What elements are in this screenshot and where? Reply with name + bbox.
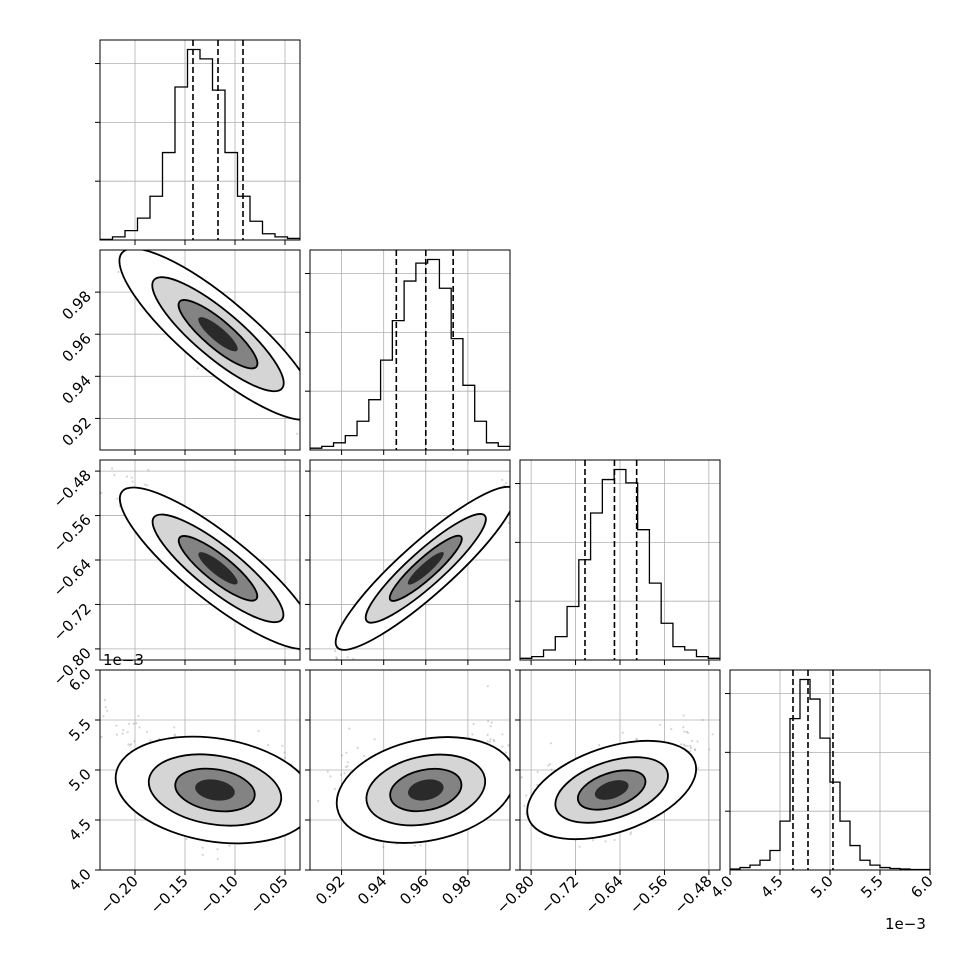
sample-point [302, 650, 304, 652]
sample-point [116, 497, 119, 500]
sample-point [301, 644, 303, 646]
sample-point [127, 743, 130, 746]
sample-point [564, 452, 566, 454]
sample-point [501, 478, 504, 481]
sample-point [521, 475, 523, 477]
sample-point [302, 397, 304, 399]
histogram-2 [520, 468, 720, 660]
sample-point [85, 219, 87, 221]
sample-point [137, 714, 140, 717]
sample-point [131, 480, 134, 483]
sample-point [305, 629, 307, 631]
sample-point [343, 734, 345, 736]
sample-point [297, 662, 299, 664]
sample-point [94, 215, 96, 217]
sample-point [301, 655, 303, 657]
sample-point [125, 241, 127, 243]
sample-point [228, 844, 231, 847]
sample-point [115, 244, 117, 246]
sample-point [334, 649, 337, 653]
density-contour-2-0-3 [198, 552, 238, 585]
sample-point [318, 651, 320, 653]
sample-point [115, 733, 118, 736]
sample-point [114, 243, 116, 245]
sample-point [147, 468, 150, 472]
histogram-1 [310, 258, 510, 450]
scatter-3-0 [100, 698, 345, 861]
sample-point [304, 644, 306, 646]
sample-point [313, 423, 315, 425]
sample-point [122, 729, 125, 732]
sample-point [503, 484, 506, 487]
sample-point [316, 651, 318, 653]
scatter-2-0 [100, 467, 335, 675]
sample-point [201, 853, 204, 857]
sample-point [528, 491, 530, 493]
sample-point [130, 476, 133, 479]
scatter-2-1 [334, 452, 566, 660]
sample-point [104, 706, 107, 709]
sample-point [301, 426, 303, 428]
sample-point [111, 467, 114, 470]
sample-point [143, 483, 147, 486]
sample-point [121, 732, 124, 735]
sample-point [346, 656, 349, 659]
sample-point [513, 495, 515, 497]
sample-point [302, 634, 304, 636]
sample-point [302, 637, 304, 639]
sample-point [304, 740, 306, 742]
sample-point [100, 491, 103, 495]
sample-point [196, 367, 199, 370]
scatter-1-0 [85, 215, 330, 442]
sample-point [281, 744, 284, 747]
sample-point [173, 726, 176, 729]
sample-point [216, 858, 219, 861]
sample-point [315, 419, 317, 421]
sample-point [146, 484, 149, 487]
sample-point [335, 657, 339, 660]
sample-point [317, 673, 319, 675]
sample-point [507, 521, 510, 525]
sample-point [135, 722, 138, 725]
sample-point [313, 654, 315, 656]
sample-point [125, 475, 129, 478]
sample-point [296, 432, 299, 435]
density-contour-2-1-3 [407, 552, 444, 585]
sample-point [321, 427, 323, 429]
histogram-0 [100, 48, 300, 240]
sample-point [314, 419, 316, 421]
sample-point [130, 743, 133, 746]
sample-point [185, 838, 188, 841]
sample-point [106, 709, 109, 712]
sample-point [301, 403, 303, 405]
density-contour-1-0-3 [198, 317, 238, 352]
sample-point [308, 643, 310, 645]
data-layer [85, 40, 930, 870]
sample-point [352, 657, 355, 660]
sample-point [333, 672, 335, 674]
sample-point [313, 768, 315, 770]
sample-point [149, 739, 152, 742]
sample-point [126, 731, 129, 734]
sample-point [304, 638, 306, 640]
sample-point [328, 417, 330, 419]
sample-point [304, 626, 306, 628]
sample-point [313, 440, 315, 442]
sample-point [335, 656, 338, 659]
sample-point [505, 482, 508, 485]
sample-point [301, 622, 303, 624]
sample-point [138, 726, 141, 729]
sample-point [113, 473, 116, 477]
sample-point [117, 270, 120, 274]
sample-point [133, 740, 136, 743]
sample-point [257, 730, 260, 733]
